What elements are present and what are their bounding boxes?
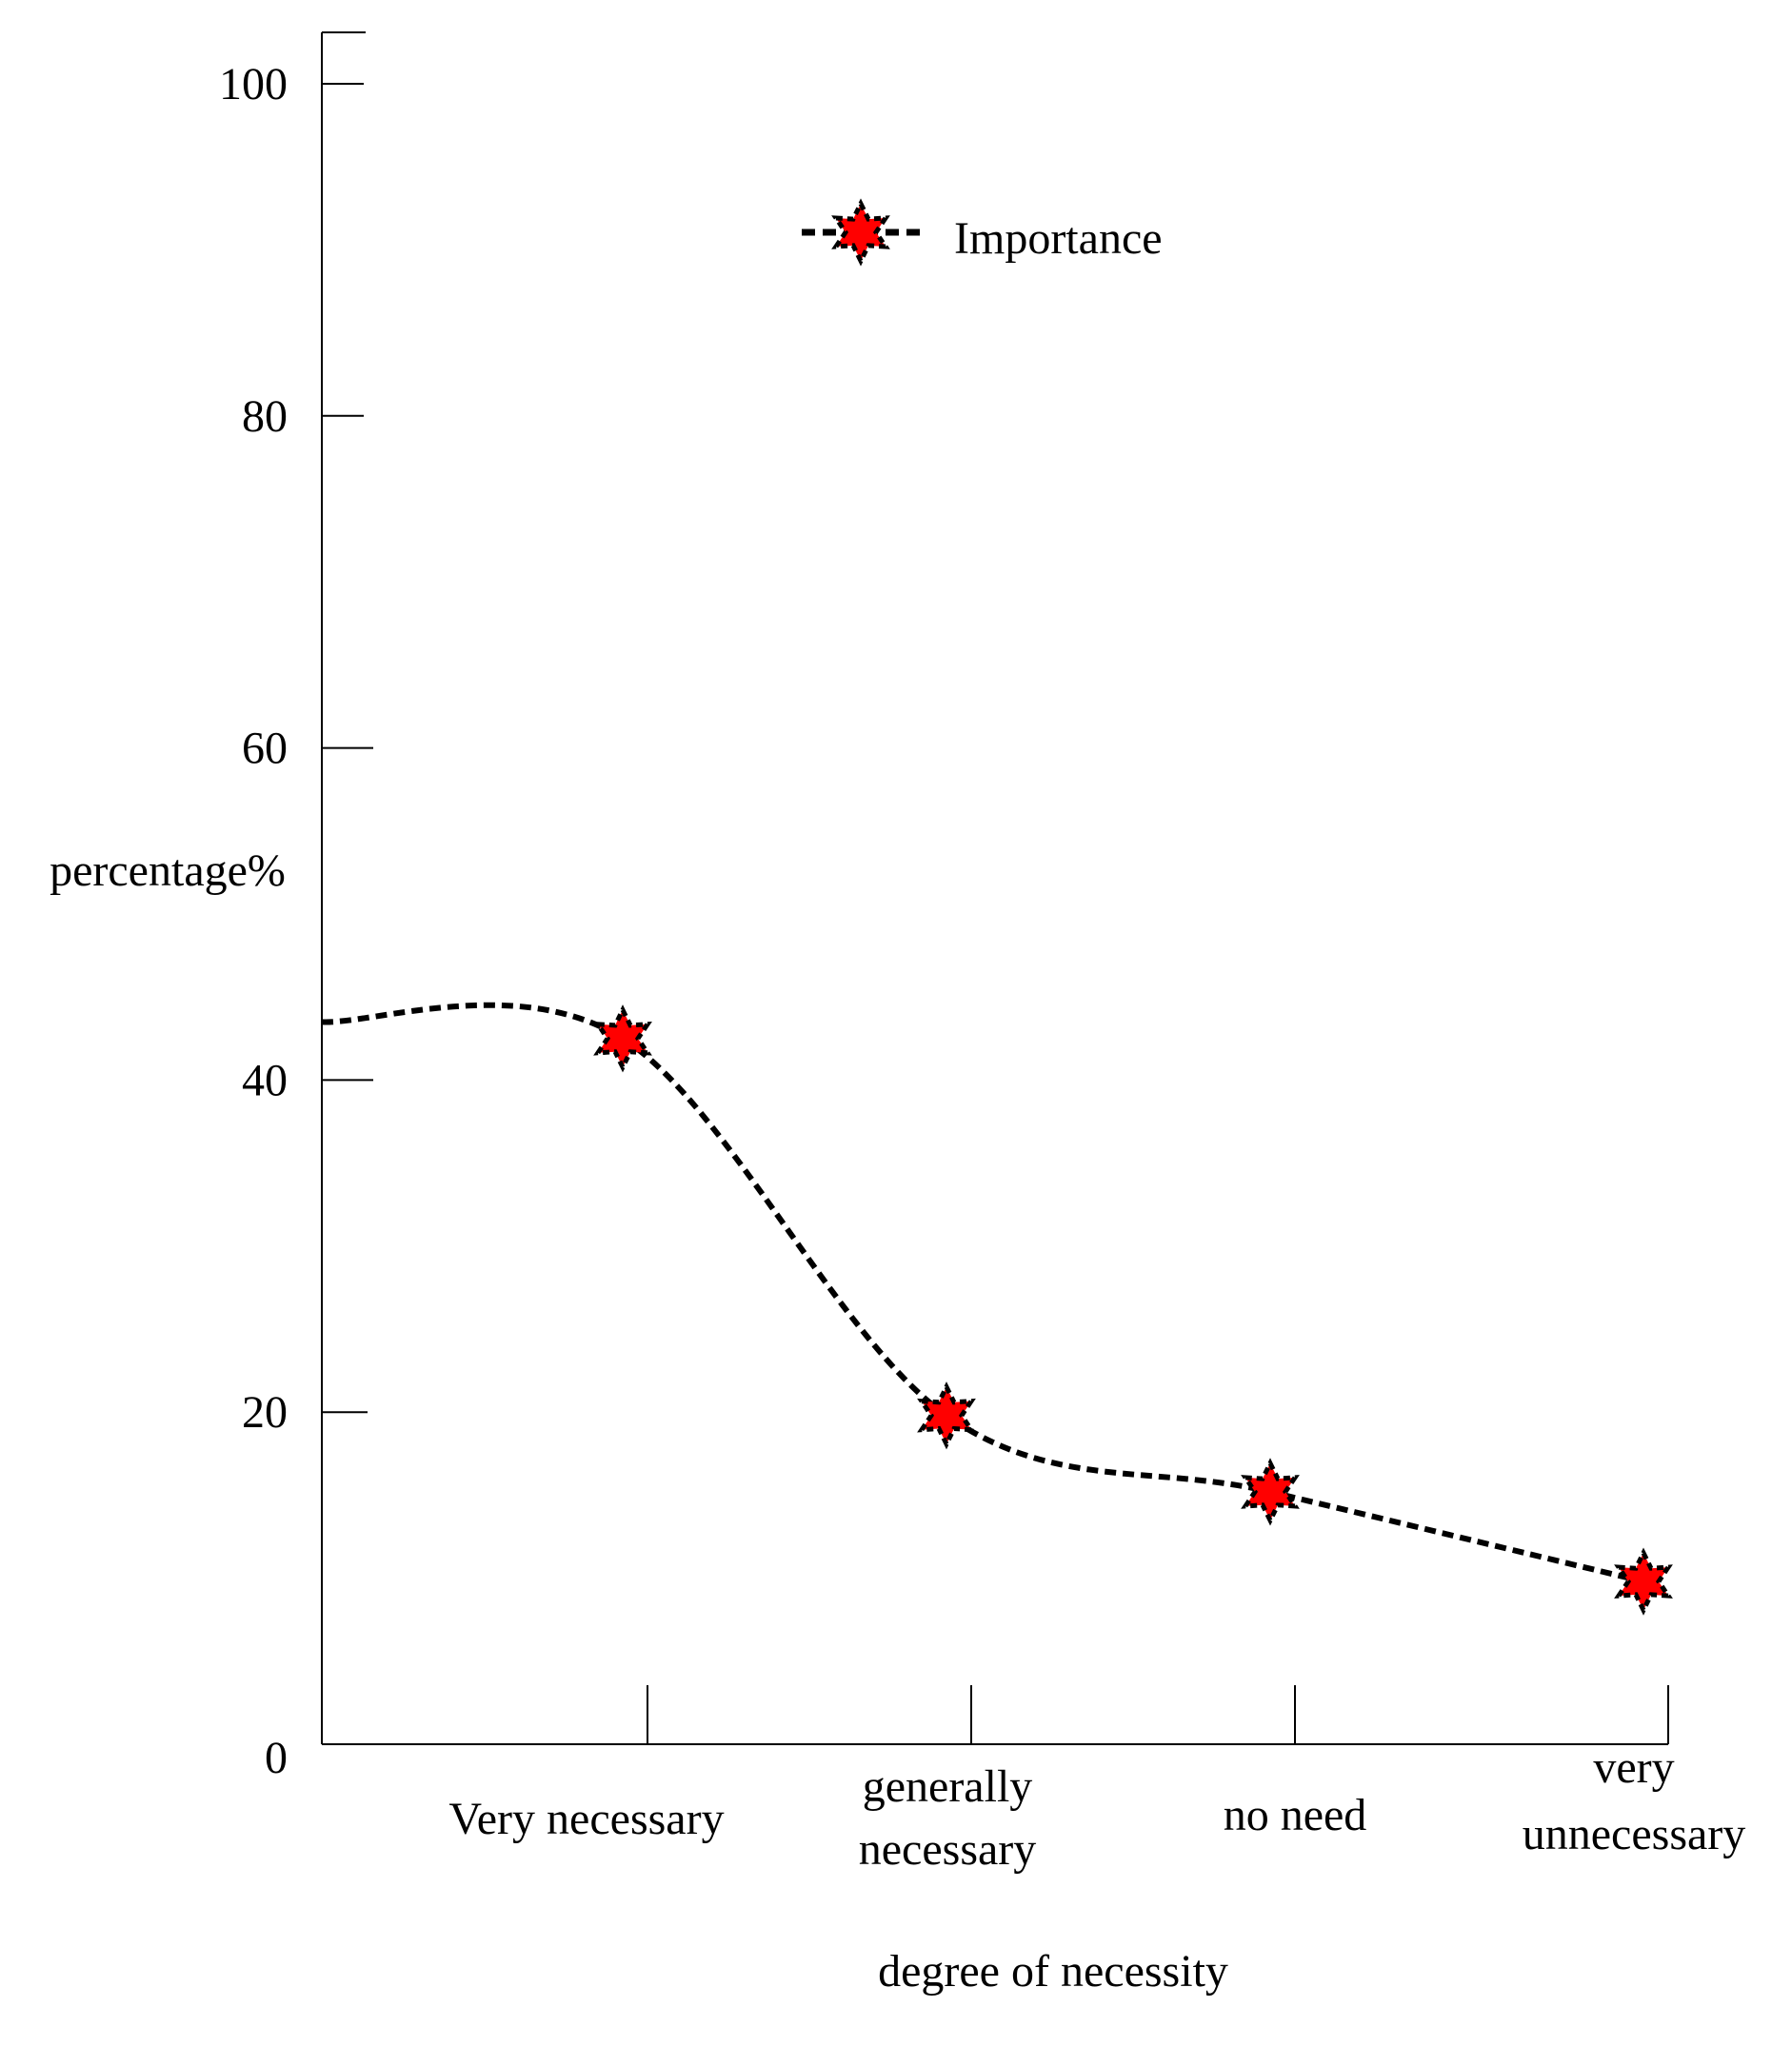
y-axis-ticks: 0 20 40 60 80 100	[219, 59, 373, 1783]
legend-star-marker	[831, 198, 890, 267]
series-line-importance	[321, 1002, 1644, 1585]
data-point-star	[917, 1381, 976, 1450]
x-category-label: no need	[1224, 1790, 1367, 1840]
x-category-label-line: unnecessary	[1523, 1809, 1746, 1859]
x-axis-title: degree of necessity	[878, 1946, 1228, 1997]
x-category-label-line: Very necessary	[448, 1794, 724, 1844]
data-point-star	[1241, 1458, 1300, 1526]
axes	[321, 31, 1668, 1745]
x-category-label: Very necessary	[448, 1794, 724, 1844]
y-tick-label-0: 0	[265, 1733, 288, 1783]
x-category-label: very unnecessary	[1523, 1742, 1746, 1859]
series-layer	[321, 1002, 1673, 1616]
data-point-star	[1614, 1547, 1673, 1616]
labels: percentage% degree of necessity	[50, 845, 1228, 1997]
x-category-label-line: no need	[1224, 1790, 1367, 1840]
data-point-star	[593, 1004, 652, 1073]
x-axis-ticks: Very necessary generally necessary no need v…	[448, 1685, 1745, 1875]
y-axis-title: percentage%	[50, 845, 286, 896]
x-category-label: generally necessary	[859, 1761, 1037, 1875]
legend-label-importance: Importance	[954, 213, 1163, 264]
y-tick-label-20: 20	[242, 1387, 288, 1438]
y-tick-label-60: 60	[242, 724, 288, 774]
x-category-label-line: generally	[863, 1761, 1033, 1812]
x-category-label-line: very	[1593, 1742, 1674, 1793]
y-tick-label-40: 40	[242, 1055, 288, 1105]
legend: Importance	[802, 198, 1163, 267]
x-category-label-line: necessary	[859, 1824, 1037, 1875]
y-tick-label-80: 80	[242, 391, 288, 442]
y-tick-label-100: 100	[219, 59, 288, 109]
